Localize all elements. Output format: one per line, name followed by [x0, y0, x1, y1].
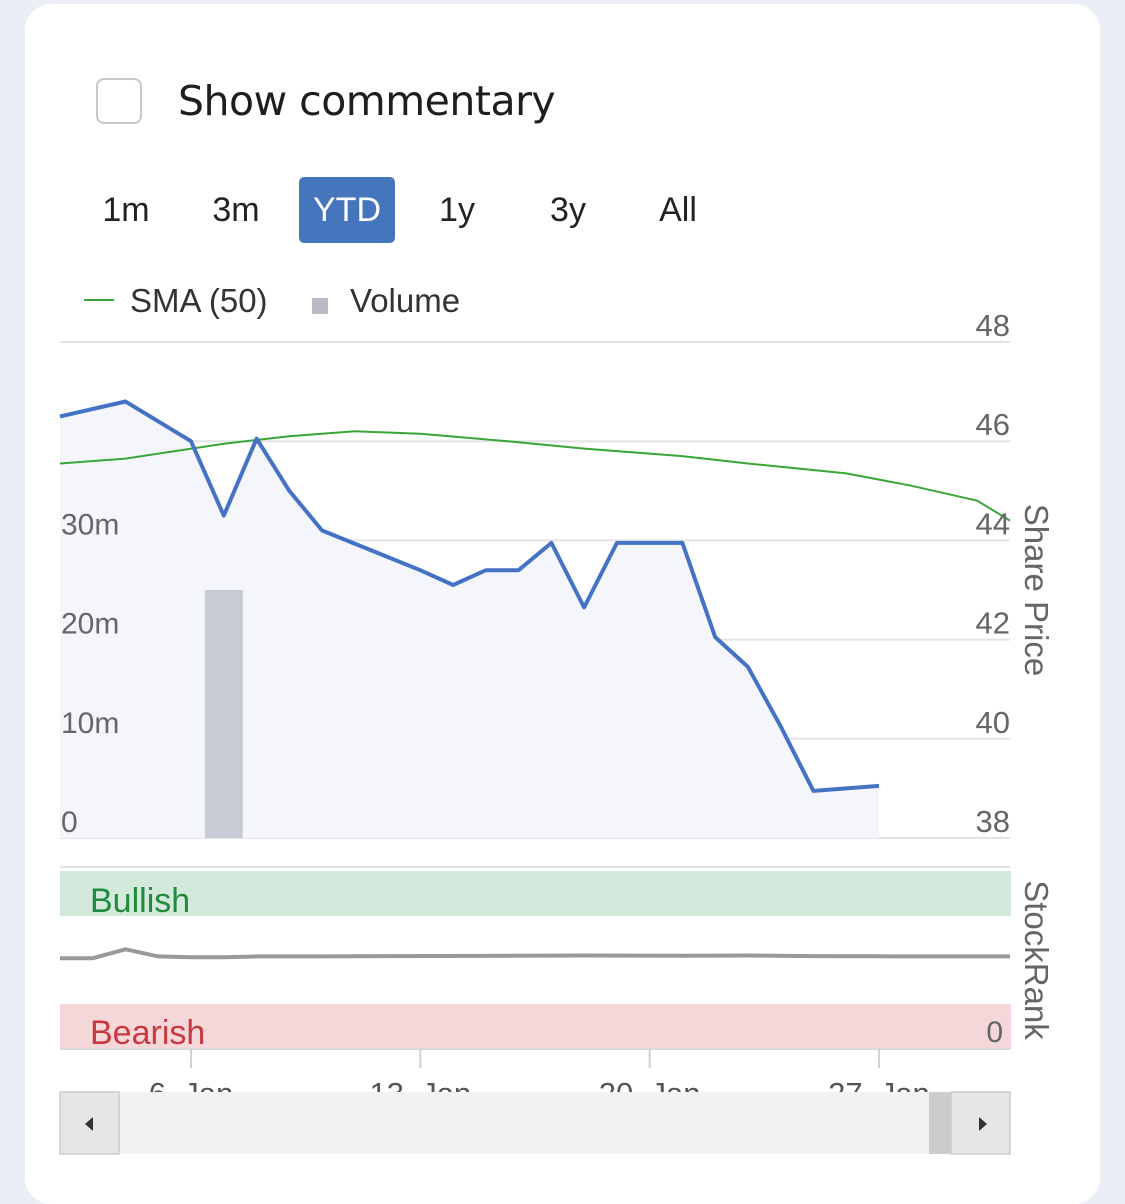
- bearish-band: [60, 1004, 1011, 1049]
- price-tick-label: 44: [976, 506, 1010, 541]
- price-tick-label: 40: [976, 705, 1010, 740]
- sma-line: [59, 430, 1011, 522]
- scrollbar-thumb[interactable]: [929, 1092, 951, 1154]
- sma-legend-label[interactable]: SMA (50): [130, 282, 268, 319]
- volume-tick-label: 10m: [61, 707, 119, 740]
- price-tick-label: 38: [976, 804, 1010, 839]
- volume-axis-ticks: 0 10m 20m 30m: [61, 508, 119, 839]
- volume-tick-label: 0: [61, 806, 78, 839]
- price-line: [59, 399, 880, 793]
- right-arrow-icon: [979, 1117, 987, 1131]
- range-3m-button[interactable]: 3m: [212, 191, 260, 229]
- price-tick-label: 46: [976, 407, 1010, 442]
- stockrank-axis-label: StockRank: [1018, 880, 1055, 1040]
- show-commentary-toggle[interactable]: Show commentary: [96, 75, 556, 127]
- legend: SMA (50) Volume: [84, 282, 460, 319]
- volume-legend-label[interactable]: Volume: [350, 282, 460, 319]
- volume-bar[interactable]: [204, 590, 243, 838]
- range-ytd-button[interactable]: YTD: [299, 177, 395, 243]
- commentary-checkbox[interactable]: [96, 78, 142, 124]
- price-axis-ticks: 38 40 42 44 46 48: [976, 308, 1010, 839]
- range-1y-button[interactable]: 1y: [439, 191, 475, 229]
- stockrank-tick-0: 0: [986, 1016, 1003, 1049]
- price-tick-label: 42: [976, 606, 1010, 641]
- commentary-label: Show commentary: [178, 77, 556, 125]
- bullish-band: [60, 871, 1011, 916]
- navigator-scrollbar[interactable]: [59, 1091, 1011, 1155]
- range-3y-button[interactable]: 3y: [550, 191, 586, 229]
- bearish-label: Bearish: [90, 1014, 205, 1052]
- left-arrow-icon: [85, 1117, 93, 1131]
- range-1m-button[interactable]: 1m: [102, 191, 150, 229]
- price-tick-label: 48: [976, 308, 1010, 343]
- scrollbar-track[interactable]: [60, 1092, 1011, 1154]
- volume-tick-label: 20m: [61, 608, 119, 641]
- price-area-fill: [60, 401, 879, 838]
- volume-bars: [204, 590, 243, 838]
- bullish-label: Bullish: [90, 882, 190, 920]
- volume-tick-label: 30m: [61, 508, 119, 541]
- range-all-button[interactable]: All: [659, 191, 697, 229]
- stockrank-line: [60, 947, 1010, 961]
- price-axis-label: Share Price: [1018, 504, 1055, 676]
- volume-legend-square-icon: [312, 298, 328, 314]
